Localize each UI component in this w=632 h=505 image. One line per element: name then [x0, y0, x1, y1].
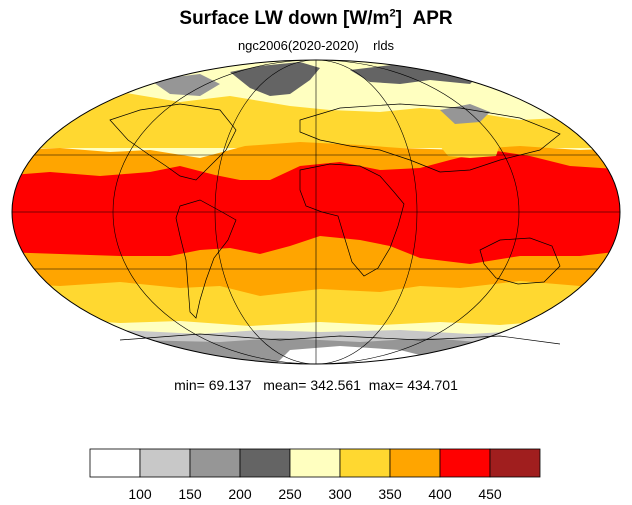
coast-eurasia [299, 103, 561, 173]
stat-max-label: max= [368, 377, 404, 393]
coast-north-america [109, 103, 237, 181]
colorbar-box-6 [389, 448, 441, 478]
title-close: ] [395, 8, 402, 29]
colorbar-tick-label: 300 [328, 486, 352, 502]
colorbar-tick-label: 150 [178, 486, 202, 502]
colorbar-box-7 [439, 448, 491, 478]
colorbar-tick-label: 450 [478, 486, 502, 502]
subtitle-model: ngc2006(2020-2020) [237, 38, 359, 53]
stat-min-label: min= [174, 377, 205, 393]
colorbar-box-3 [239, 448, 291, 478]
colorbar-box-2 [189, 448, 241, 478]
colorbar-box-0 [89, 448, 141, 478]
colorbar-box-8 [489, 448, 541, 478]
coast-australia [479, 237, 561, 285]
field-arctic-dark [230, 62, 320, 96]
colorbar-tick-label: 350 [378, 486, 402, 502]
stat-max-value: 434.701 [407, 377, 458, 393]
colorbar-tick-label: 250 [278, 486, 302, 502]
map-subtitle: ngc2006(2020-2020) rlds [0, 38, 632, 53]
colorbar-box-5 [339, 448, 391, 478]
field-tibet [440, 140, 500, 158]
stats-line: min= 69.137 mean= 342.561 max= 434.701 [0, 377, 632, 393]
meridian-60 [214, 60, 418, 364]
field-arctic-mid [440, 104, 490, 124]
title-month: APR [412, 8, 453, 29]
colorbar-tick-label: 400 [428, 486, 452, 502]
title-text: Surface LW down [W/m [179, 8, 390, 29]
colorbar-box-1 [139, 448, 191, 478]
stat-mean-value: 342.561 [310, 377, 361, 393]
colorbar-tick-label: 200 [228, 486, 252, 502]
colorbar-tick-label: 100 [128, 486, 152, 502]
coast-south-america [175, 199, 237, 319]
globe-outline [11, 59, 621, 365]
graticule [12, 60, 620, 364]
coastlines [109, 103, 561, 345]
map-title: Surface LW down [W/m2] APR [0, 8, 632, 30]
title-superscript: 2 [389, 7, 396, 20]
colorbar-box-4 [289, 448, 341, 478]
stat-mean-label: mean= [263, 377, 307, 393]
meridian-120 [112, 60, 520, 364]
stat-min-value: 69.137 [208, 377, 252, 393]
coast-africa [299, 163, 405, 277]
coast-antarctica [119, 333, 561, 345]
subtitle-variable: rlds [373, 38, 395, 53]
